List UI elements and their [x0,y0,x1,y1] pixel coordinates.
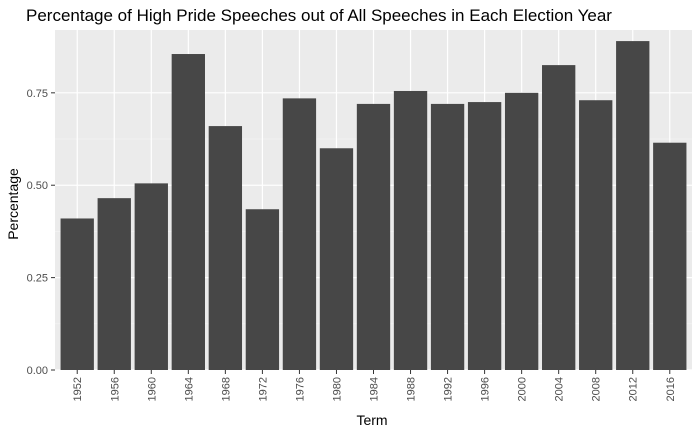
x-tick-label: 2008 [591,377,603,401]
y-axis: 0.00 0.25 0.50 0.75 [27,88,55,377]
x-tick-label: 1964 [183,377,195,401]
x-tick-label: 1984 [369,377,381,401]
bar-1976 [282,98,317,370]
y-axis-title: Percentage [5,168,21,240]
bar-1960 [134,183,168,370]
x-tick-label: 2012 [628,377,640,401]
x-axis: 1952 1956 1960 1964 1968 1972 1976 1980 1984 1988… [72,370,677,401]
x-tick-label: 1952 [72,377,84,401]
x-tick-label: 1968 [220,377,232,401]
bar-1988 [393,90,428,370]
bar-1956 [97,198,131,370]
bar-1996 [467,102,502,370]
x-tick-label: 1996 [480,377,492,401]
bar-1972 [245,209,280,370]
bar-2000 [504,92,539,371]
bar-1952 [60,218,94,370]
chart-title: Percentage of High Pride Speeches out of… [26,6,612,25]
y-tick-label: 0.25 [27,273,48,285]
bar-2008 [579,100,613,370]
y-tick-label: 0.00 [27,365,48,377]
bar-2012 [616,41,650,371]
bar-1992 [430,103,465,371]
bar-1964 [171,54,205,371]
x-tick-label: 1956 [109,377,121,401]
bar-1984 [356,103,391,371]
x-tick-label: 2000 [517,377,529,401]
x-tick-label: 2016 [665,377,677,401]
x-tick-label: 1972 [257,377,269,401]
y-tick-label: 0.50 [27,180,48,192]
bar-2004 [542,65,576,370]
x-tick-label: 2004 [554,377,566,401]
x-tick-label: 1976 [294,377,306,401]
bar-1968 [208,126,243,370]
bar-1980 [319,148,354,370]
x-tick-label: 1960 [146,377,158,401]
bar-2016 [653,142,687,370]
bars [60,41,687,371]
y-tick-label: 0.75 [27,88,48,100]
x-tick-label: 1988 [406,377,418,401]
x-tick-label: 1992 [443,377,455,401]
x-axis-title: Term [356,412,387,428]
x-tick-label: 1980 [331,377,343,401]
